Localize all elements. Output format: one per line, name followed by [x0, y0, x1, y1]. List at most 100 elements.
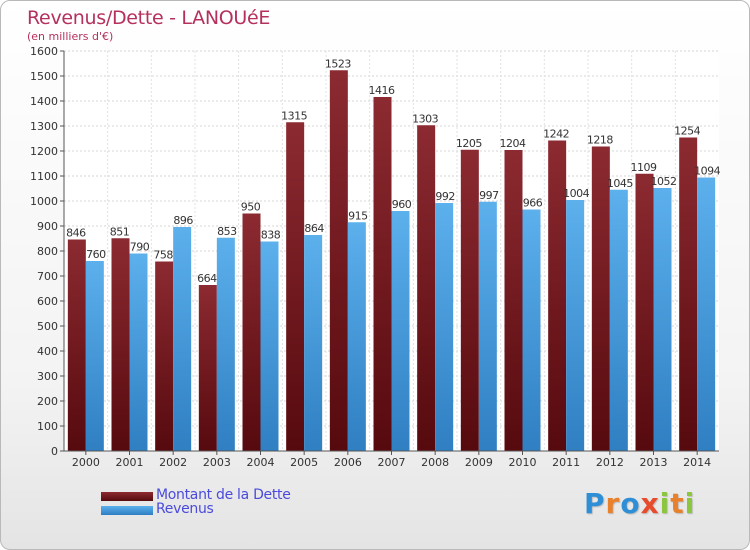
- data-label: 1242: [543, 128, 569, 141]
- y-tick-label: 1400: [30, 95, 58, 108]
- y-tick-label: 1300: [30, 120, 58, 133]
- x-tick-label: 2013: [640, 456, 668, 469]
- data-label: 1254: [674, 125, 700, 138]
- bar-debt: [635, 173, 654, 451]
- data-label: 1004: [563, 187, 589, 200]
- data-label: 950: [241, 201, 261, 214]
- proxiti-logo: Proxiti: [584, 487, 695, 520]
- chart-title: Revenus/Dette - LANOUéE: [27, 7, 271, 29]
- x-tick-label: 2002: [159, 456, 187, 469]
- logo-letter: i: [659, 487, 671, 520]
- data-label: 1218: [587, 134, 613, 147]
- logo-letter: P: [584, 487, 606, 520]
- data-label: 760: [86, 248, 106, 261]
- bar-debt: [373, 97, 392, 451]
- x-tick-label: 2014: [683, 456, 711, 469]
- y-tick-label: 900: [37, 220, 58, 233]
- bar-debt: [504, 150, 523, 451]
- bar-revenue: [435, 203, 454, 451]
- bar-debt: [591, 146, 610, 451]
- data-label: 1205: [456, 137, 482, 150]
- bar-revenue: [129, 253, 148, 451]
- bar-revenue: [85, 261, 104, 451]
- logo-letter: x: [640, 487, 660, 520]
- y-tick-label: 100: [37, 420, 58, 433]
- x-tick-label: 2011: [552, 456, 580, 469]
- y-tick-label: 600: [37, 295, 58, 308]
- bar-debt: [111, 238, 130, 451]
- bar-debt: [242, 213, 261, 451]
- bar-revenue: [566, 200, 585, 451]
- data-label: 896: [173, 214, 193, 227]
- logo-letter: o: [620, 487, 641, 520]
- x-tick-label: 2009: [465, 456, 493, 469]
- bar-debt: [679, 137, 698, 451]
- bar-revenue: [173, 227, 192, 451]
- logo-letter: t: [670, 487, 685, 520]
- data-label: 758: [153, 249, 173, 262]
- bar-revenue: [609, 189, 628, 451]
- bar-revenue: [653, 188, 672, 451]
- data-label: 1303: [412, 112, 438, 125]
- y-tick-label: 1000: [30, 195, 58, 208]
- legend-label-debt: Montant de la Dette: [156, 487, 291, 503]
- data-label: 1052: [651, 175, 677, 188]
- y-tick-label: 300: [37, 370, 58, 383]
- x-tick-label: 2012: [596, 456, 624, 469]
- bar-debt: [67, 239, 86, 451]
- data-label: 1045: [607, 177, 633, 190]
- x-tick-label: 2000: [72, 456, 100, 469]
- bar-debt: [286, 122, 305, 451]
- legend-swatch-debt: [101, 492, 153, 501]
- bar-revenue: [697, 177, 716, 451]
- chart-subtitle: (en milliers d'€): [27, 30, 114, 43]
- y-tick-label: 1600: [30, 45, 58, 58]
- y-tick-label: 800: [37, 245, 58, 258]
- y-tick-label: 400: [37, 345, 58, 358]
- bar-revenue: [391, 211, 410, 451]
- y-tick-label: 1500: [30, 70, 58, 83]
- logo-letter: r: [605, 487, 621, 520]
- data-label: 846: [66, 227, 86, 240]
- data-label: 664: [197, 272, 217, 285]
- x-tick-label: 2003: [203, 456, 231, 469]
- y-tick-label: 700: [37, 270, 58, 283]
- x-tick-label: 2001: [116, 456, 144, 469]
- x-tick-label: 2005: [290, 456, 318, 469]
- legend-swatch-revenue: [101, 506, 153, 515]
- data-label: 851: [110, 225, 130, 238]
- data-label: 1523: [325, 57, 351, 70]
- bar-debt: [329, 70, 348, 451]
- data-label: 1094: [694, 165, 720, 178]
- bar-debt: [460, 149, 479, 451]
- bar-revenue: [304, 235, 323, 451]
- bar-debt: [417, 125, 436, 451]
- data-label: 960: [392, 198, 412, 211]
- data-label: 1109: [631, 161, 657, 174]
- legend-label-revenue: Revenus: [156, 501, 214, 517]
- bar-revenue: [522, 209, 541, 451]
- data-label: 1315: [281, 109, 307, 122]
- y-tick-label: 1100: [30, 170, 58, 183]
- data-label: 1204: [500, 137, 526, 150]
- y-tick-label: 500: [37, 320, 58, 333]
- data-label: 915: [348, 209, 368, 222]
- data-label: 790: [130, 241, 150, 254]
- bar-revenue: [478, 201, 497, 451]
- x-tick-label: 2007: [378, 456, 406, 469]
- data-label: 966: [523, 197, 543, 210]
- y-tick-label: 0: [51, 445, 58, 458]
- bar-debt: [155, 261, 174, 451]
- data-label: 838: [261, 229, 281, 242]
- data-label: 853: [217, 225, 237, 238]
- bar-revenue: [216, 237, 235, 451]
- x-tick-label: 2008: [421, 456, 449, 469]
- bar-debt: [198, 285, 217, 451]
- bar-revenue: [260, 241, 279, 451]
- bar-revenue: [347, 222, 366, 451]
- data-label: 997: [479, 189, 499, 202]
- x-tick-label: 2006: [334, 456, 362, 469]
- data-label: 864: [304, 222, 324, 235]
